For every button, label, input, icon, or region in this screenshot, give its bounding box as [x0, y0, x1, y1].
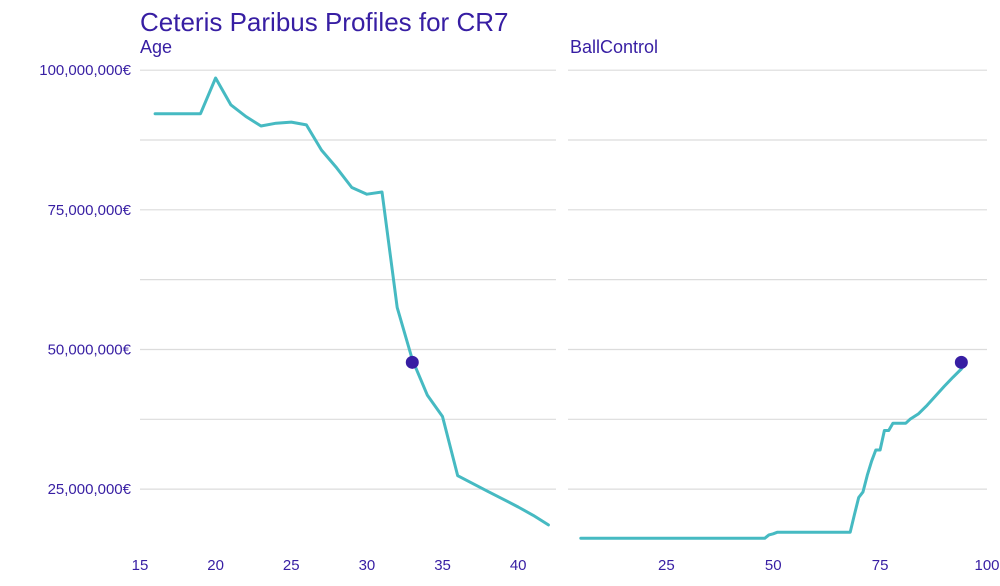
- x-tick-label: 35: [434, 557, 451, 574]
- chart-title: Ceteris Paribus Profiles for CR7: [140, 7, 508, 37]
- x-tick-label: 30: [359, 557, 376, 574]
- observation-point: [405, 355, 419, 369]
- y-tick-label: 100,000,000€: [39, 62, 131, 79]
- panel-age: Age 15 20 25 30 35 40: [132, 37, 556, 574]
- observation-point: [954, 355, 968, 369]
- x-tick-label: 75: [872, 557, 889, 574]
- profile-line: [153, 76, 550, 527]
- x-tick-label: 100: [974, 557, 999, 574]
- facet-label: Age: [140, 37, 172, 57]
- panel-ballcontrol: BallControl 25 50 75 100: [568, 37, 1000, 574]
- x-tick-label: 20: [207, 557, 224, 574]
- facet-label: BallControl: [570, 37, 658, 57]
- panels: 25,000,000€ 50,000,000€ 75,000,000€ 100,000…: [39, 37, 999, 574]
- x-tick-label: 25: [283, 557, 300, 574]
- y-tick-label: 50,000,000€: [48, 341, 132, 358]
- profile-line: [579, 361, 968, 540]
- x-tick-label: 40: [510, 557, 527, 574]
- y-tick-label: 25,000,000€: [48, 481, 132, 498]
- x-tick-label: 25: [658, 557, 675, 574]
- x-tick-label: 15: [132, 557, 149, 574]
- y-tick-label: 75,000,000€: [48, 202, 132, 219]
- x-tick-label: 50: [765, 557, 782, 574]
